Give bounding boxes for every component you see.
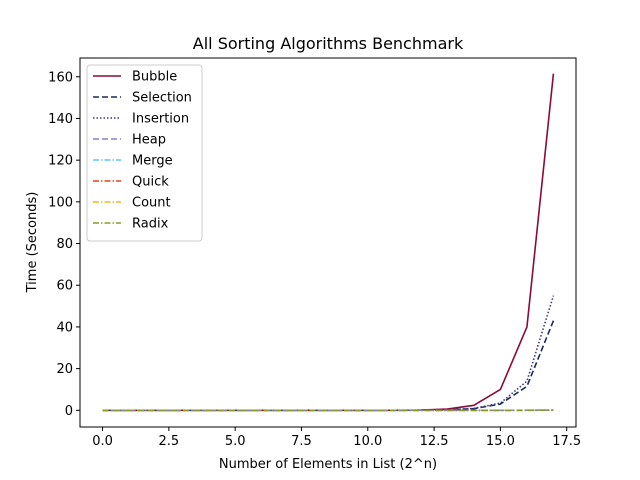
y-tick-label: 120: [48, 154, 73, 169]
legend-label-bubble: Bubble: [132, 70, 177, 85]
x-tick-label: 2.5: [159, 434, 180, 449]
x-tick-label: 5.0: [225, 434, 246, 449]
legend-label-merge: Merge: [132, 154, 173, 169]
x-axis: 0.0 2.5 5.0 7.5 10.0 12.5 15.0 17.5: [92, 427, 581, 449]
legend-label-insertion: Insertion: [132, 112, 189, 127]
y-tick-label: 100: [48, 195, 73, 210]
y-tick-label: 40: [56, 320, 73, 335]
y-tick-label: 160: [48, 70, 73, 85]
legend-label-quick: Quick: [132, 175, 169, 190]
y-tick-label: 0: [65, 404, 73, 419]
y-tick-label: 20: [56, 362, 73, 377]
legend-label-count: Count: [132, 196, 171, 211]
legend-box: [86, 64, 203, 242]
legend-label-heap: Heap: [132, 133, 166, 148]
x-tick-label: 12.5: [420, 434, 449, 449]
y-axis: 0 20 40 60 80 100 120 140 160: [48, 70, 80, 419]
y-tick-label: 80: [56, 237, 73, 252]
legend-label-selection: Selection: [132, 91, 192, 106]
x-tick-label: 10.0: [353, 434, 382, 449]
y-tick-label: 140: [48, 112, 73, 127]
x-tick-label: 17.5: [552, 434, 581, 449]
plot-frame: [79, 57, 577, 428]
series-lines: [102, 73, 555, 412]
legend: Bubble Selection Insertion Heap Merge Quick Co…: [86, 64, 203, 242]
x-tick-label: 15.0: [486, 434, 515, 449]
legend-label-radix: Radix: [132, 217, 169, 232]
x-axis-label: Number of Elements in List (2^n): [219, 457, 437, 472]
x-tick-label: 0.0: [92, 434, 113, 449]
y-tick-label: 60: [56, 279, 73, 294]
y-axis-label: Time (Seconds): [25, 192, 40, 294]
x-tick-label: 7.5: [291, 434, 312, 449]
chart-title: All Sorting Algorithms Benchmark: [193, 34, 464, 53]
